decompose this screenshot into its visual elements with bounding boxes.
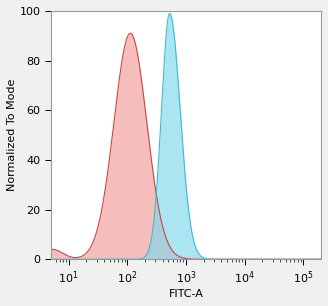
- X-axis label: FITC-A: FITC-A: [169, 289, 204, 299]
- Y-axis label: Normalized To Mode: Normalized To Mode: [7, 79, 17, 191]
